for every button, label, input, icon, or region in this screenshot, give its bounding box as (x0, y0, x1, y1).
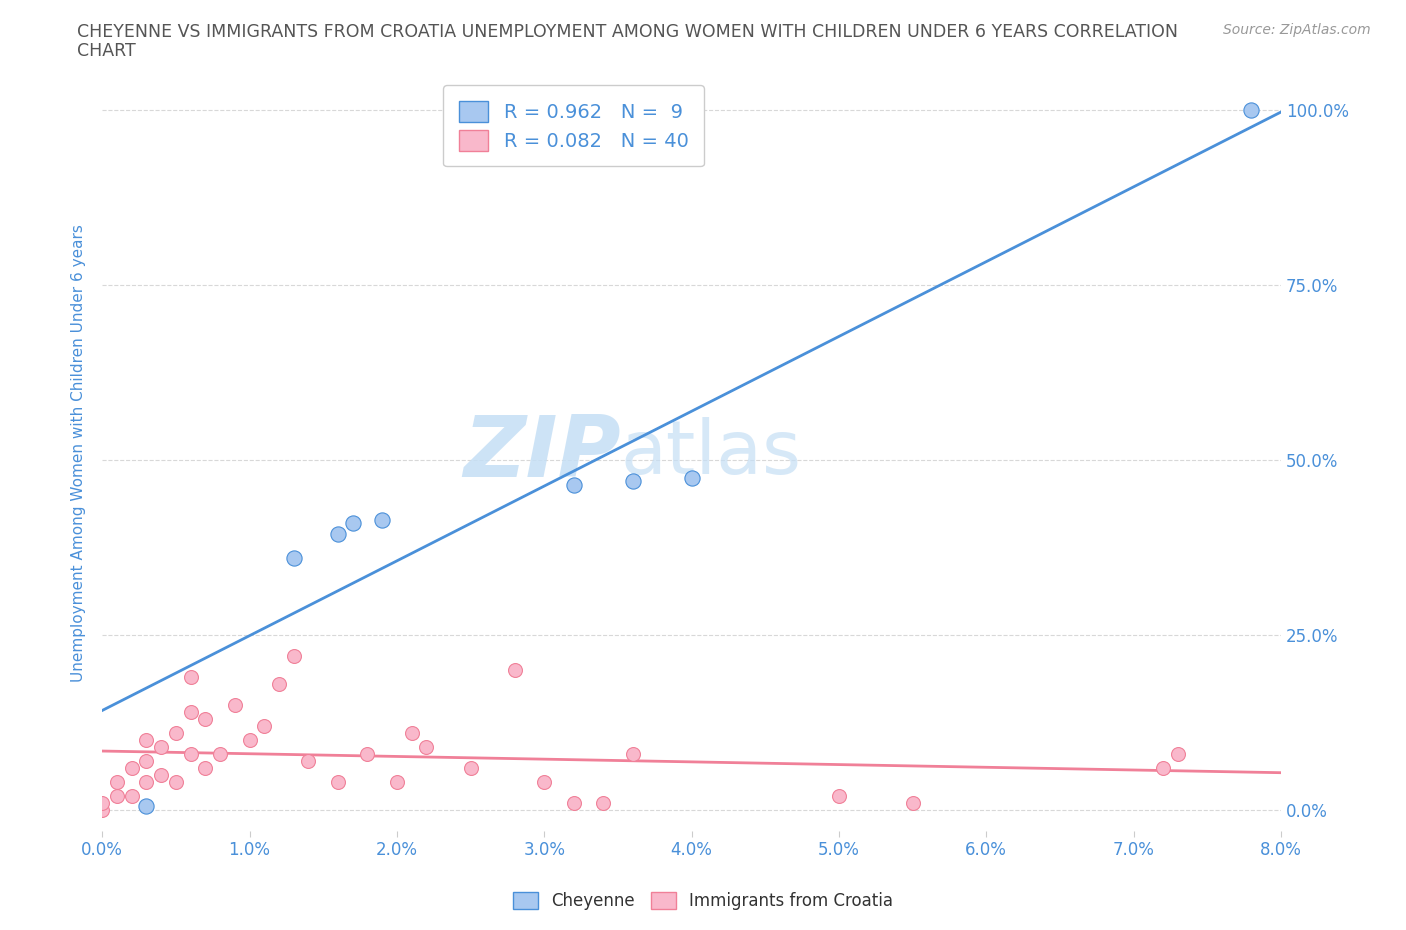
Point (326, 775, 349, 790)
Point (1240, 103, 1263, 118)
Point (533, 775, 555, 790)
Point (135, 799, 157, 814)
Point (562, 477, 585, 492)
Point (91, 803, 114, 817)
Point (283, 551, 305, 565)
Point (180, 670, 202, 684)
Point (135, 775, 157, 790)
Point (180, 747, 202, 762)
Text: CHEYENNE VS IMMIGRANTS FROM CROATIA UNEMPLOYMENT AMONG WOMEN WITH CHILDREN UNDER: CHEYENNE VS IMMIGRANTS FROM CROATIA UNEM… (77, 23, 1178, 41)
Point (135, 753, 157, 768)
Point (150, 767, 173, 782)
Point (385, 775, 408, 790)
Point (828, 789, 851, 804)
Text: ZIP: ZIP (463, 412, 621, 495)
Point (1167, 747, 1189, 762)
Point (415, 739, 437, 754)
Point (356, 747, 378, 762)
Point (194, 761, 217, 776)
Point (342, 515, 364, 530)
Point (1152, 761, 1174, 776)
Legend: R = 0.962   N =  9, R = 0.082   N = 40: R = 0.962 N = 9, R = 0.082 N = 40 (443, 86, 704, 166)
Point (165, 725, 187, 740)
Point (121, 761, 143, 776)
Text: Source: ZipAtlas.com: Source: ZipAtlas.com (1223, 23, 1371, 37)
Point (621, 747, 644, 762)
Point (503, 662, 526, 677)
Point (901, 795, 924, 810)
Point (105, 789, 128, 804)
Point (209, 747, 232, 762)
Point (283, 648, 305, 663)
Point (91, 795, 114, 810)
Point (267, 676, 290, 691)
Text: CHART: CHART (77, 42, 136, 60)
Point (371, 512, 394, 527)
Point (194, 711, 217, 726)
Point (150, 739, 173, 754)
Y-axis label: Unemployment Among Women with Children Under 6 years: Unemployment Among Women with Children U… (72, 224, 86, 682)
Point (180, 704, 202, 719)
Point (326, 526, 349, 541)
Point (621, 473, 644, 488)
Text: atlas: atlas (621, 417, 801, 489)
Point (121, 789, 143, 804)
Point (105, 775, 128, 790)
Point (592, 795, 614, 810)
Point (253, 719, 276, 734)
Point (135, 733, 157, 748)
Point (562, 795, 585, 810)
Point (238, 733, 260, 748)
Point (681, 471, 703, 485)
Point (297, 753, 319, 768)
Point (401, 725, 423, 740)
Point (460, 761, 482, 776)
Legend: Cheyenne, Immigrants from Croatia: Cheyenne, Immigrants from Croatia (506, 885, 900, 917)
Point (165, 775, 187, 790)
Point (224, 698, 246, 712)
